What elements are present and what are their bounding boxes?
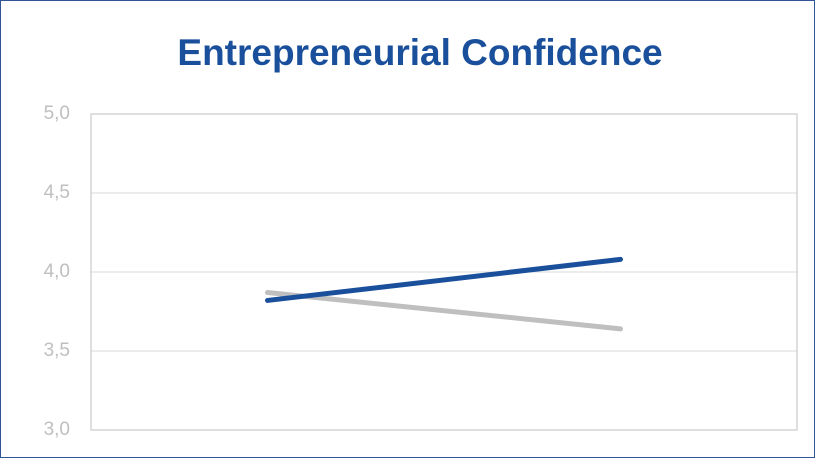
series-line <box>265 290 623 332</box>
chart-title: Entrepreneurial Confidence <box>177 32 662 73</box>
y-tick-label: 3,0 <box>44 419 70 440</box>
y-tick-label: 5,0 <box>44 103 70 124</box>
y-tick-label: 3,5 <box>44 340 70 361</box>
series-line <box>265 256 623 303</box>
plot-border <box>90 113 798 431</box>
y-tick-label: 4,0 <box>44 261 70 282</box>
y-tick-label: 4,5 <box>44 182 70 203</box>
